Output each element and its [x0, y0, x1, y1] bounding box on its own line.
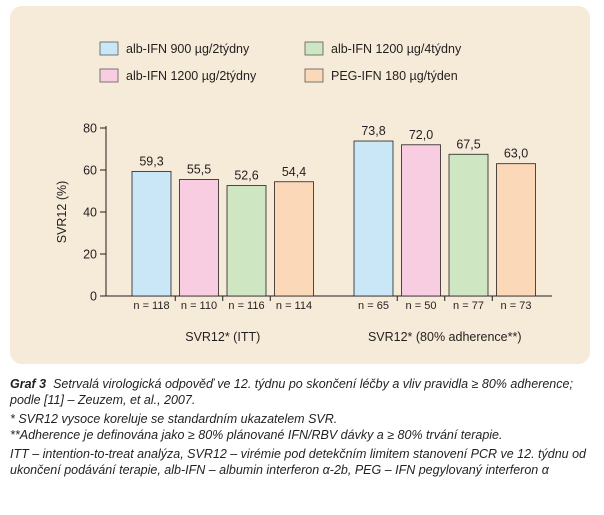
caption-abbreviations: ITT – intention-to-treat analýza, SVR12 …	[10, 447, 586, 477]
bar-g2-1	[353, 140, 394, 297]
legend-label-4: PEG-IFN 180 µg/týden	[331, 69, 458, 83]
bar-n-label-g1-3: n = 116	[228, 300, 264, 312]
bar-g2-3	[448, 153, 489, 297]
legend-swatch-4	[304, 68, 324, 83]
bar-g1-3	[226, 185, 267, 297]
legend-swatch-1	[99, 41, 119, 56]
bar-value-label-g1-3: 52,6	[234, 169, 258, 183]
legend-label-1: alb-IFN 900 µg/2týdny	[126, 42, 250, 56]
y-tick-label-40: 40	[83, 206, 97, 220]
y-tick-label-80: 80	[83, 122, 97, 136]
legend-label-2: alb-IFN 1200 µg/4týdny	[331, 42, 462, 56]
bar-g1-1	[131, 171, 172, 297]
bar-chart: alb-IFN 900 µg/2týdny alb-IFN 1200 µg/4tý…	[55, 41, 552, 344]
bar-value-label-g2-3: 67,5	[456, 137, 480, 151]
bar-value-label-g2-1: 73,8	[361, 124, 385, 138]
y-tick-label-20: 20	[83, 248, 97, 262]
caption-note-1: * SVR12 vysoce koreluje se standardním u…	[10, 412, 338, 427]
legend-label-3: alb-IFN 1200 µg/2týdny	[126, 69, 257, 83]
legend-swatch-2	[304, 41, 324, 56]
bar-g1-2	[179, 179, 219, 297]
caption-note-2: **Adherence je definována jako ≥ 80% plá…	[10, 427, 503, 442]
legend-swatch-3	[99, 68, 119, 83]
group-label-2: SVR12* (80% adherence**)	[368, 330, 522, 344]
caption-text: Setrvalá virologická odpověď ve 12. týdn…	[10, 377, 573, 407]
group-label-1: SVR12* (ITT)	[185, 330, 260, 344]
y-tick-label-0: 0	[90, 290, 97, 304]
bar-n-label-g2-1: n = 65	[358, 300, 389, 312]
bar-value-label-g2-4: 63,0	[504, 147, 528, 161]
bar-n-label-g1-1: n = 118	[133, 300, 169, 312]
caption-main: Graf 3 Setrvalá virologická odpověď ve 1…	[10, 377, 595, 408]
bar-g1-4	[274, 181, 314, 297]
bar-n-label-g1-2: n = 110	[181, 300, 217, 312]
bar-value-label-g1-1: 59,3	[139, 154, 163, 168]
bar-value-label-g1-4: 54,4	[282, 165, 306, 179]
bar-n-label-g2-3: n = 77	[453, 300, 484, 312]
y-tick-label-60: 60	[83, 164, 97, 178]
figure-caption: Graf 3 Setrvalá virologická odpověď ve 1…	[10, 377, 595, 479]
caption-label: Graf 3	[10, 377, 47, 391]
bar-value-label-g1-2: 55,5	[187, 162, 211, 176]
bar-n-label-g1-4: n = 114	[276, 300, 312, 312]
bar-g2-4	[496, 163, 536, 297]
bar-n-label-g2-2: n = 50	[406, 300, 437, 312]
bar-value-label-g2-2: 72,0	[409, 128, 433, 142]
bar-g2-2	[401, 144, 441, 297]
y-axis-title: SVR12 (%)	[55, 181, 69, 244]
bar-n-label-g2-4: n = 73	[501, 300, 532, 312]
